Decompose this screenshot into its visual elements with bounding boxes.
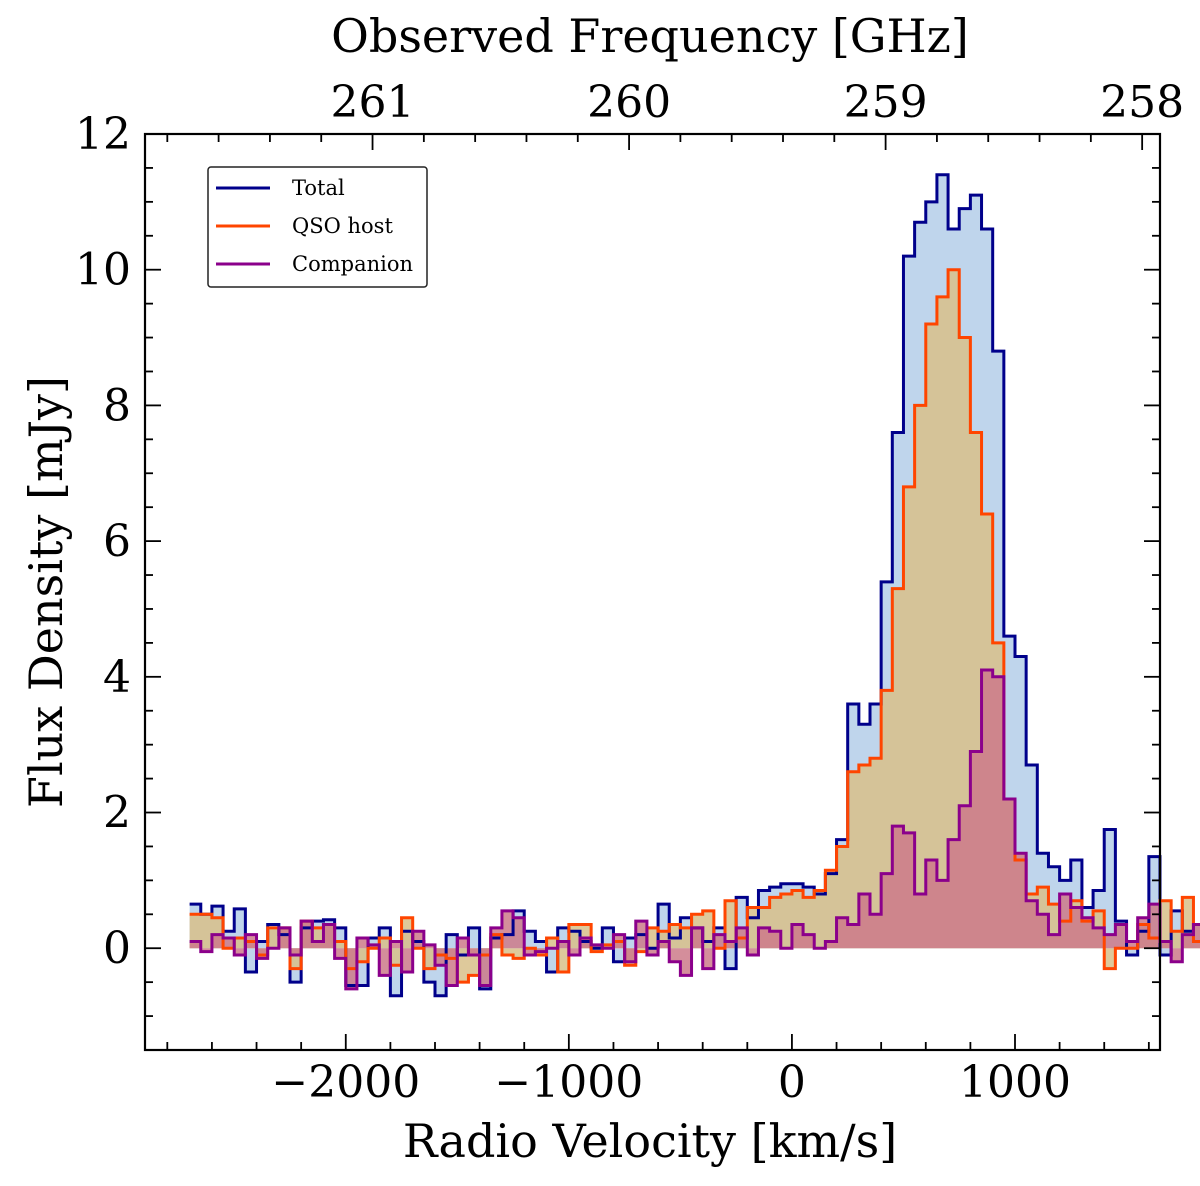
x-tick-label: −1000: [494, 1057, 643, 1108]
x-tick-label: 0: [778, 1057, 806, 1108]
top-tick-label: 261: [331, 77, 415, 128]
top-tick-label: 259: [844, 77, 928, 128]
series-fill-2: [189, 670, 1200, 989]
y-tick-label: 10: [75, 245, 131, 296]
y-axis-title: Flux Density [mJy]: [19, 376, 73, 808]
series-fills: [189, 174, 1200, 996]
series-fill-1: [189, 269, 1200, 983]
legend: Total QSO host Companion: [207, 166, 428, 288]
y-tick-label: 2: [103, 788, 131, 839]
y-tick-label: 4: [103, 652, 131, 703]
x-axis-title: Radio Velocity [km/s]: [403, 1114, 897, 1168]
series-lines: [189, 173, 1200, 998]
legend-box: [207, 166, 428, 288]
x-tick-label: 1000: [959, 1057, 1071, 1108]
y-tick-label: 8: [103, 380, 131, 431]
top-tick-label: 258: [1100, 77, 1184, 128]
y-tick-label: 0: [103, 923, 131, 974]
legend-label-0: Total: [292, 176, 345, 200]
legend-label-2: Companion: [292, 252, 413, 276]
axis-tick-labels: −2000 −1000 0 1000 0 2 4 6 8 10 12 261 260 259 258: [75, 77, 1184, 1108]
legend-label-1: QSO host: [292, 214, 393, 238]
axis-ticks: [145, 133, 1160, 1051]
series-line-2: [189, 668, 1200, 991]
y-tick-label: 6: [103, 516, 131, 567]
top-axis-title: Observed Frequency [GHz]: [331, 9, 969, 63]
top-tick-label: 260: [587, 77, 671, 128]
x-tick-label: −2000: [271, 1057, 420, 1108]
y-tick-label: 12: [75, 109, 131, 160]
plot-frame: [143, 132, 1162, 1052]
